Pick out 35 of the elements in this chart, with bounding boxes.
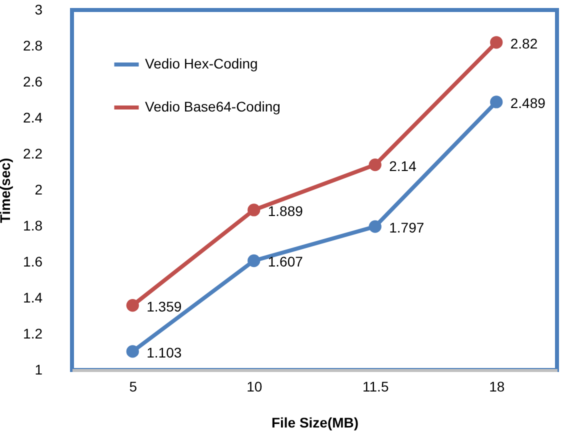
y-tick-label: 1.4 bbox=[23, 290, 43, 306]
y-tick-label: 2.2 bbox=[23, 146, 43, 162]
y-tick-label: 2 bbox=[34, 182, 43, 198]
y-axis-title: Time(sec) bbox=[0, 158, 14, 224]
point bbox=[368, 158, 382, 172]
point bbox=[368, 220, 382, 233]
x-tick-label: 11.5 bbox=[362, 378, 389, 394]
y-tick-label: 2.8 bbox=[23, 38, 43, 54]
data-label: 2.14 bbox=[389, 158, 417, 174]
point bbox=[126, 345, 139, 358]
data-label: 1.889 bbox=[268, 202, 304, 219]
point bbox=[490, 96, 503, 108]
y-tick-label: 2.4 bbox=[23, 110, 43, 126]
y-tick-label: 1.8 bbox=[23, 218, 43, 234]
data-label: 1.607 bbox=[268, 254, 304, 270]
y-tick-label: 1 bbox=[34, 362, 43, 378]
point bbox=[248, 204, 260, 216]
legend-label: Vedio Base64-Coding bbox=[145, 98, 280, 114]
legend-label: Vedio Hex-Coding bbox=[145, 56, 258, 72]
data-label: 1.797 bbox=[389, 220, 424, 236]
x-tick-label: 5 bbox=[129, 378, 138, 394]
data-label: 2.82 bbox=[510, 35, 538, 52]
y-tick-label: 1.2 bbox=[23, 326, 43, 342]
data-label: 2.489 bbox=[510, 94, 546, 111]
point bbox=[248, 254, 260, 268]
y-tick-label: 1.6 bbox=[23, 254, 43, 270]
data-label: 1.359 bbox=[146, 298, 182, 314]
point bbox=[490, 36, 503, 49]
data-label: 1.103 bbox=[146, 344, 182, 360]
x-tick-label: 10 bbox=[246, 378, 262, 394]
x-axis-title: File Size(MB) bbox=[271, 414, 359, 430]
point bbox=[126, 299, 139, 312]
x-tick-label: 18 bbox=[489, 378, 505, 394]
y-tick-label: 3 bbox=[34, 2, 43, 18]
y-tick-label: 2.6 bbox=[23, 74, 43, 90]
